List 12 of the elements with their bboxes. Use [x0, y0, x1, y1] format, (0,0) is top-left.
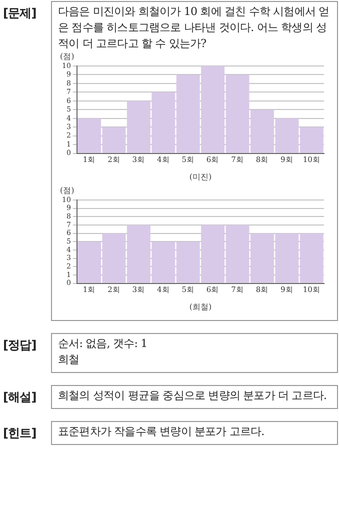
y-axis-title: (점)	[60, 52, 74, 62]
text: [정답]	[2, 336, 38, 354]
text: 표준편차가 작을수록 변량이 분포가 고르다.	[58, 424, 266, 440]
x-axis-title: (미진)	[189, 172, 212, 182]
chart-title: 다음은 미진이와 희철이가 10 회에 걸친 수학 시험에서 얻은 점수를 히스토그램으로 나타낸 것이다. 어느 학생의 성적이 더 고르다고 할 수 있는가?	[58, 4, 330, 52]
y-axis-title: (점)	[60, 186, 74, 196]
text: [힌트]	[2, 424, 38, 442]
text: [문제]	[2, 4, 38, 22]
x-axis-title: (희철)	[189, 302, 212, 312]
text: 희철의 성적이 평균을 중심으로 변량의 분포가 더 고르다.	[58, 388, 328, 404]
text: 순서: 없음, 갯수: 1 희철	[58, 336, 148, 368]
text: [해설]	[2, 388, 38, 406]
